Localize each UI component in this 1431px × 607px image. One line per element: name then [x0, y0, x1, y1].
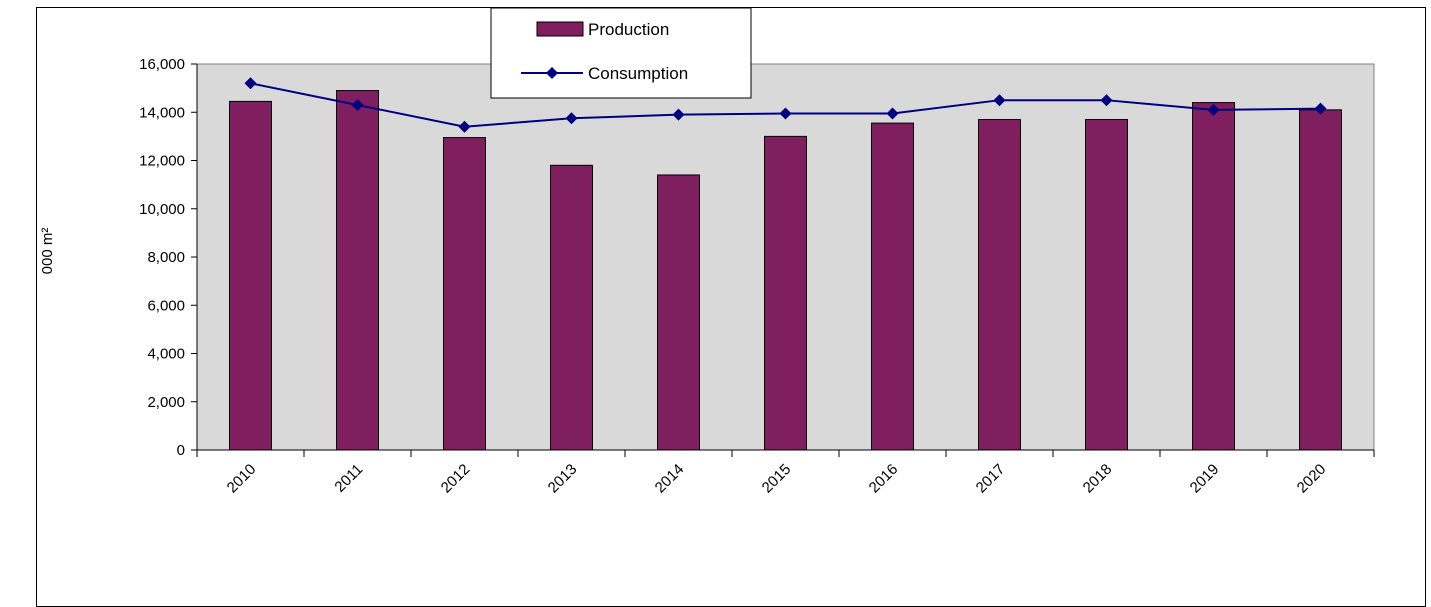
legend-production-swatch [536, 21, 584, 37]
chart: 0 2,000 4,000 6,000 8,000 10,000 12,000 14,000 1… [39, 7, 1375, 497]
y-tick-label: 14,000 [139, 104, 185, 121]
bar-production-2013 [550, 164, 593, 451]
y-tick-label: 6,000 [147, 297, 185, 314]
legend-production-label: Production [588, 20, 669, 39]
legend-consumption-label: Consumption [588, 64, 688, 83]
bar-production-2012 [443, 137, 486, 451]
y-tick-label: 4,000 [147, 346, 185, 363]
bar-production-2018 [1085, 118, 1128, 451]
y-tick-label: 0 [177, 442, 185, 459]
bar-production-2019 [1192, 102, 1235, 451]
y-tick-label: 2,000 [147, 394, 185, 411]
point-consumption-2020 [1314, 102, 1327, 115]
x-tick-label-2011: 2011 [331, 461, 366, 496]
legend-consumption-marker [546, 67, 558, 79]
x-tick-label-2020: 2020 [1294, 461, 1330, 497]
point-consumption-2017 [993, 94, 1006, 107]
point-consumption-2014 [672, 108, 685, 121]
bar-production-2020 [1299, 109, 1342, 451]
x-tick-label-2019: 2019 [1187, 461, 1223, 497]
x-tick-label-2016: 2016 [866, 461, 902, 497]
bar-production-2016 [871, 122, 914, 451]
x-tick-label-2017: 2017 [973, 461, 1009, 497]
point-consumption-2018 [1100, 94, 1113, 107]
y-tick-label: 10,000 [139, 201, 185, 218]
bar-production-2017 [978, 118, 1021, 451]
point-consumption-2013 [565, 112, 578, 125]
point-consumption-2012 [458, 120, 471, 133]
bar-production-2015 [764, 135, 807, 451]
y-axis-title: 000 m² [39, 228, 56, 275]
x-tick-label-2014: 2014 [652, 461, 688, 497]
y-tick-label: 16,000 [139, 56, 185, 73]
legend: Production Consumption [490, 7, 752, 99]
point-consumption-2016 [886, 107, 899, 120]
bar-production-2010 [229, 100, 272, 451]
point-consumption-2019 [1207, 103, 1220, 116]
x-tick-label-2012: 2012 [438, 461, 474, 497]
point-consumption-2010 [244, 77, 257, 90]
bar-production-2011 [336, 90, 379, 451]
legend-box [490, 7, 752, 99]
y-tick-label: 12,000 [139, 153, 185, 170]
x-tick-label-2013: 2013 [545, 461, 581, 497]
x-tick-label-2015: 2015 [759, 461, 795, 497]
point-consumption-2011 [351, 99, 364, 112]
y-tick-label: 8,000 [147, 249, 185, 266]
x-tick-label-2010: 2010 [224, 461, 260, 497]
bar-production-2014 [657, 174, 700, 451]
point-consumption-2015 [779, 107, 792, 120]
x-tick-label-2018: 2018 [1080, 461, 1116, 497]
